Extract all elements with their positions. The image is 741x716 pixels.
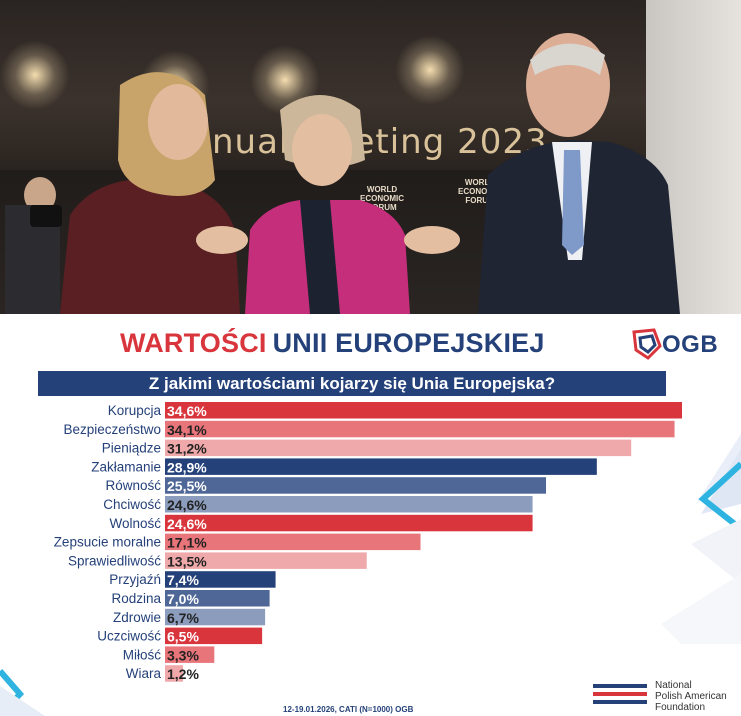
value-label: 24,6% <box>167 516 207 532</box>
wef-logo-line: FORUM <box>367 203 397 212</box>
value-label: 34,6% <box>167 403 207 419</box>
woman-center-figure <box>196 95 460 314</box>
value-label: 6,7% <box>167 610 199 626</box>
wef-logo: WORLD ECONOMIC FORUM <box>458 178 502 205</box>
ceiling-light <box>395 35 465 105</box>
category-label: Pieniądze <box>102 441 161 456</box>
category-label: Bezpieczeństwo <box>63 422 161 437</box>
npaf-logo: National Polish American Foundation <box>593 680 738 714</box>
bar-chart: Korupcja 34,6% Bezpieczeństwo 34,1% Pieniądz… <box>54 402 682 682</box>
category-label: Zakłamanie <box>91 459 161 474</box>
bar <box>165 439 632 457</box>
decorative-shapes <box>661 434 741 644</box>
category-label: Wolność <box>109 516 161 531</box>
man-right-figure <box>478 33 680 314</box>
value-label: 1,2% <box>167 666 199 682</box>
value-label: 6,5% <box>167 629 199 645</box>
bar <box>165 590 270 607</box>
value-label: 34,1% <box>167 422 207 438</box>
source-note: 12-19.01.2026, CATI (N=1000) OGB <box>283 705 414 714</box>
npaf-name: National Polish American Foundation <box>655 680 727 713</box>
people-illustration <box>5 33 680 314</box>
wef-logo-line: WORLD <box>366 185 398 194</box>
value-label: 24,6% <box>167 497 207 513</box>
title-red-part: WARTOŚCI <box>120 328 267 358</box>
category-label: Przyjaźń <box>109 572 161 587</box>
category-label: Chciwość <box>103 497 161 512</box>
ogb-logo-text: OGB <box>662 331 719 358</box>
bar <box>165 571 276 588</box>
value-label: 13,5% <box>167 553 207 569</box>
category-label: Uczciwość <box>97 629 161 644</box>
bar <box>165 533 421 551</box>
category-label: Miłość <box>123 647 162 662</box>
bar <box>165 477 547 494</box>
category-label: Wiara <box>126 666 162 681</box>
value-label: 7,4% <box>167 572 199 588</box>
ceiling-light <box>0 40 70 110</box>
wef-logo-line: ECONOMIC <box>458 187 502 196</box>
event-photo: nual Meeting 2023 WORLD ECONOMIC FORUM W… <box>0 0 741 314</box>
survey-question: Z jakimi wartościami kojarzy się Unia Eu… <box>38 371 666 396</box>
bar <box>165 514 533 532</box>
npaf-line: Polish American <box>655 691 727 702</box>
bar <box>165 496 533 513</box>
category-label: Zepsucie moralne <box>54 535 161 550</box>
value-label: 17,1% <box>167 535 207 551</box>
wef-logo: WORLD ECONOMIC FORUM <box>360 185 404 212</box>
category-label: Korupcja <box>108 403 162 418</box>
value-label: 28,9% <box>167 459 207 475</box>
wef-logo-line: FORUM <box>465 196 495 205</box>
title-blue-part: UNII EUROPEJSKIEJ <box>272 328 545 358</box>
value-label: 3,3% <box>167 647 199 663</box>
woman-left-figure <box>60 72 240 314</box>
value-label: 25,5% <box>167 478 207 494</box>
bar <box>165 646 215 663</box>
category-label: Rodzina <box>111 591 161 606</box>
infographic: WARTOŚCI UNII EUROPEJSKIEJ OGB Z jakimi w… <box>0 314 741 716</box>
bar <box>165 608 266 626</box>
bar <box>165 552 367 569</box>
bar <box>165 402 682 419</box>
bar <box>165 665 183 682</box>
wef-logo-line: ECONOMIC <box>360 194 404 203</box>
npaf-line: Foundation <box>655 702 706 713</box>
bars-group: Korupcja 34,6% Bezpieczeństwo 34,1% Pieniądz… <box>54 402 682 682</box>
photographer-figure <box>5 177 62 314</box>
category-label: Zdrowie <box>113 610 161 625</box>
infographic-title: WARTOŚCI UNII EUROPEJSKIEJ <box>120 328 545 359</box>
wef-logo-line: WORLD <box>464 178 496 187</box>
npaf-line: National <box>655 680 692 691</box>
bar <box>165 420 675 438</box>
value-label: 31,2% <box>167 441 207 457</box>
ogb-logo-icon <box>632 328 662 360</box>
npaf-stripes-icon <box>593 684 647 704</box>
value-label: 7,0% <box>167 591 199 607</box>
event-backdrop-text: nual Meeting 2023 <box>212 122 548 162</box>
bar <box>165 627 263 645</box>
category-label: Sprawiedliwość <box>68 553 161 568</box>
decorative-corner <box>0 669 45 716</box>
bar <box>165 458 597 475</box>
category-label: Równość <box>105 478 161 493</box>
